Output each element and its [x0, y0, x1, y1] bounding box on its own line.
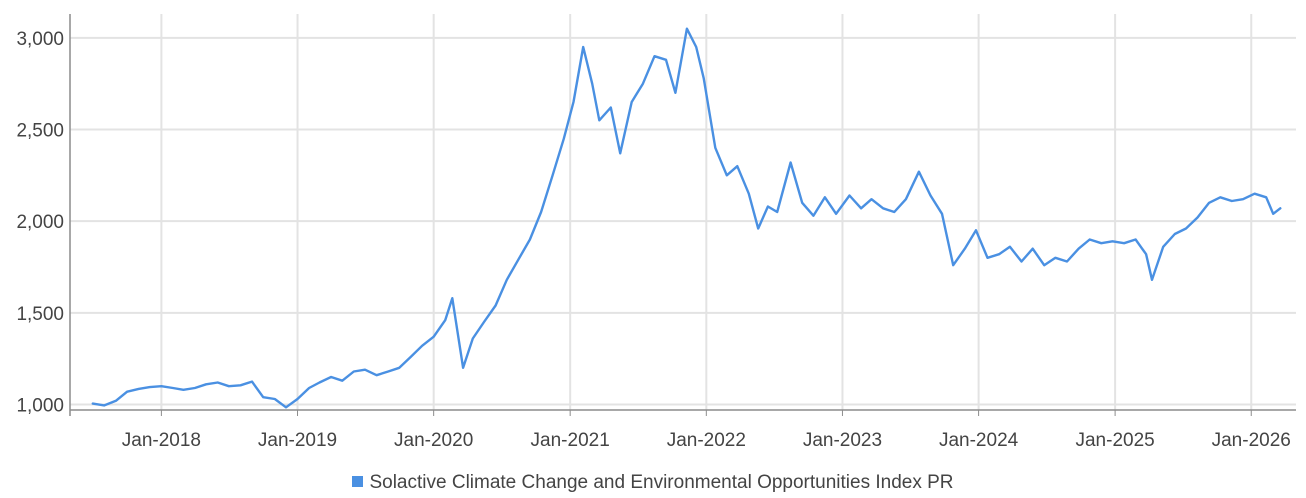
x-tick-label: Jan-2019	[258, 430, 337, 451]
grid-layer	[70, 14, 1296, 410]
legend-label: Solactive Climate Change and Environment…	[369, 472, 954, 493]
x-tick-label: Jan-2018	[122, 430, 201, 451]
y-tick-label: 2,000	[16, 212, 64, 233]
axis-layer	[69, 14, 1296, 416]
x-tick-label: Jan-2025	[1075, 430, 1154, 451]
x-tick-label: Jan-2020	[394, 430, 473, 451]
y-tick-label: 2,500	[16, 121, 64, 142]
y-tick-label: 3,000	[16, 29, 64, 50]
series-layer	[91, 27, 1282, 409]
x-tick-label: Jan-2021	[531, 430, 610, 451]
series-line	[91, 27, 1282, 409]
y-tick-label: 1,500	[16, 304, 64, 325]
y-tick-label: 1,000	[16, 396, 64, 417]
x-tick-label: Jan-2022	[667, 430, 746, 451]
x-tick-label: Jan-2026	[1212, 430, 1291, 451]
y-tick-labels: 1,000 1,500 2,000 2,500 3,000	[16, 29, 64, 417]
legend-swatch	[352, 476, 364, 487]
x-tick-labels: Jan-2018 Jan-2019 Jan-2020 Jan-2021 Jan-2022…	[122, 430, 1291, 451]
legend: Solactive Climate Change and Environment…	[0, 472, 1306, 494]
x-tick-label: Jan-2024	[939, 430, 1019, 451]
x-tick-label: Jan-2023	[803, 430, 882, 451]
